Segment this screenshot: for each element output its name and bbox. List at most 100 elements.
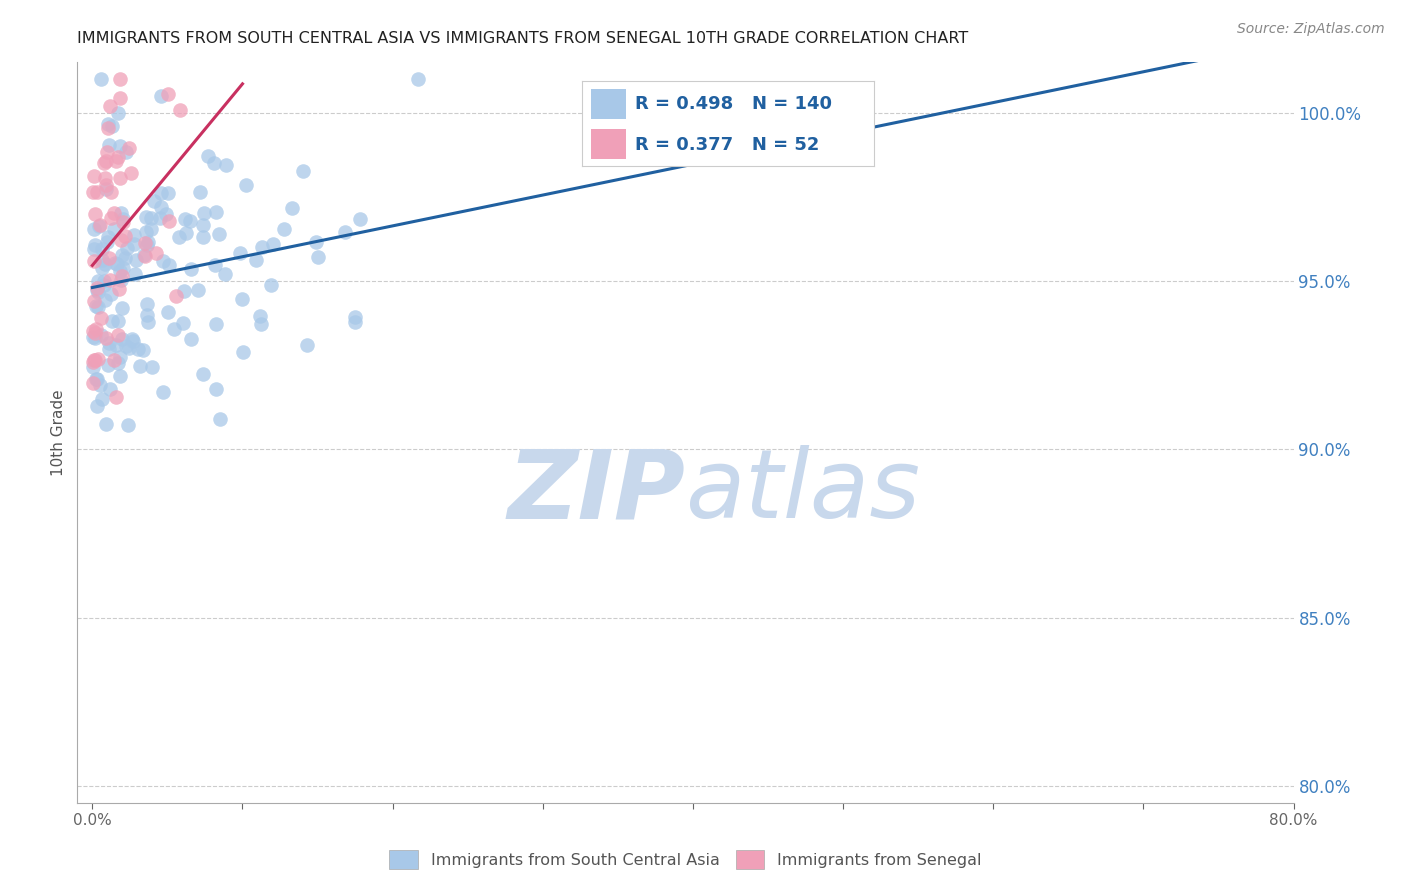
Point <box>291 164 314 178</box>
Point <box>97 138 120 153</box>
Point <box>84 299 107 313</box>
Point <box>152 253 174 268</box>
Point <box>135 297 157 311</box>
Point <box>150 186 173 201</box>
Legend: Immigrants from South Central Asia, Immigrants from Senegal: Immigrants from South Central Asia, Immi… <box>389 850 981 869</box>
Point <box>280 201 302 215</box>
Point <box>83 238 105 252</box>
Point <box>110 233 132 247</box>
Point <box>103 221 125 235</box>
Point <box>117 417 139 432</box>
Point <box>87 300 110 314</box>
Point <box>82 355 104 369</box>
Point <box>134 236 156 251</box>
Point <box>97 230 120 244</box>
Point <box>86 399 108 413</box>
Point <box>93 156 115 170</box>
Point <box>114 228 136 243</box>
Point <box>87 351 110 366</box>
Point <box>335 225 357 239</box>
Point <box>97 252 120 266</box>
Point <box>94 293 117 308</box>
Point <box>232 345 254 359</box>
Point <box>103 205 125 219</box>
Point <box>193 219 215 233</box>
Point <box>111 248 134 262</box>
Point <box>93 274 115 288</box>
Point <box>117 141 139 155</box>
Point <box>191 367 214 381</box>
Point <box>110 273 132 287</box>
Point <box>173 211 195 226</box>
Point <box>145 246 167 260</box>
Point <box>229 245 252 260</box>
Point <box>90 311 112 326</box>
Point <box>108 368 131 383</box>
Point <box>304 235 326 249</box>
Point <box>115 241 138 255</box>
Point <box>250 317 273 331</box>
Point <box>273 222 295 236</box>
Point <box>157 259 180 273</box>
Point <box>83 352 105 367</box>
Point <box>141 360 163 375</box>
Point <box>180 332 202 346</box>
Point <box>149 211 172 225</box>
Point <box>82 185 104 199</box>
Point <box>136 315 159 329</box>
Point <box>83 254 105 268</box>
Point <box>91 260 114 275</box>
Text: Source: ZipAtlas.com: Source: ZipAtlas.com <box>1237 22 1385 37</box>
Point <box>100 211 122 225</box>
Point <box>82 324 104 338</box>
Point <box>167 229 190 244</box>
Point <box>100 286 122 301</box>
Point <box>96 235 118 250</box>
Point <box>105 257 128 271</box>
Point <box>129 359 152 373</box>
Point <box>307 250 329 264</box>
Point <box>86 283 108 297</box>
Point <box>90 253 112 268</box>
Point <box>83 169 105 183</box>
Point <box>205 382 228 396</box>
Point <box>139 222 162 236</box>
Point <box>94 153 117 168</box>
Point <box>98 382 121 396</box>
Point <box>134 249 156 263</box>
Point <box>344 310 367 324</box>
Point <box>100 120 122 134</box>
Point <box>157 186 180 200</box>
Text: atlas: atlas <box>686 445 921 539</box>
Point <box>112 212 135 227</box>
Point <box>163 322 186 336</box>
Point <box>115 145 138 160</box>
Point <box>187 283 209 297</box>
Point <box>96 182 118 196</box>
Point <box>84 322 107 336</box>
Point <box>136 237 159 252</box>
Point <box>349 211 371 226</box>
Point <box>111 260 134 275</box>
Text: ZIP: ZIP <box>508 445 686 539</box>
Point <box>122 334 145 348</box>
Point <box>104 256 127 270</box>
Point <box>152 385 174 400</box>
Point <box>105 390 128 404</box>
Text: IMMIGRANTS FROM SOUTH CENTRAL ASIA VS IMMIGRANTS FROM SENEGAL 10TH GRADE CORRELA: IMMIGRANTS FROM SOUTH CENTRAL ASIA VS IM… <box>77 31 969 46</box>
Point <box>101 314 124 328</box>
Point <box>107 327 129 342</box>
Point <box>132 248 155 262</box>
Point <box>297 338 319 352</box>
Point <box>215 157 238 171</box>
Point <box>406 72 429 87</box>
Point <box>94 257 117 271</box>
Point <box>93 278 115 293</box>
Point <box>208 227 231 241</box>
Point <box>89 219 111 233</box>
Point <box>83 294 105 309</box>
Point <box>157 87 180 101</box>
Point <box>110 206 132 220</box>
Point <box>139 211 162 226</box>
Point <box>249 310 271 324</box>
